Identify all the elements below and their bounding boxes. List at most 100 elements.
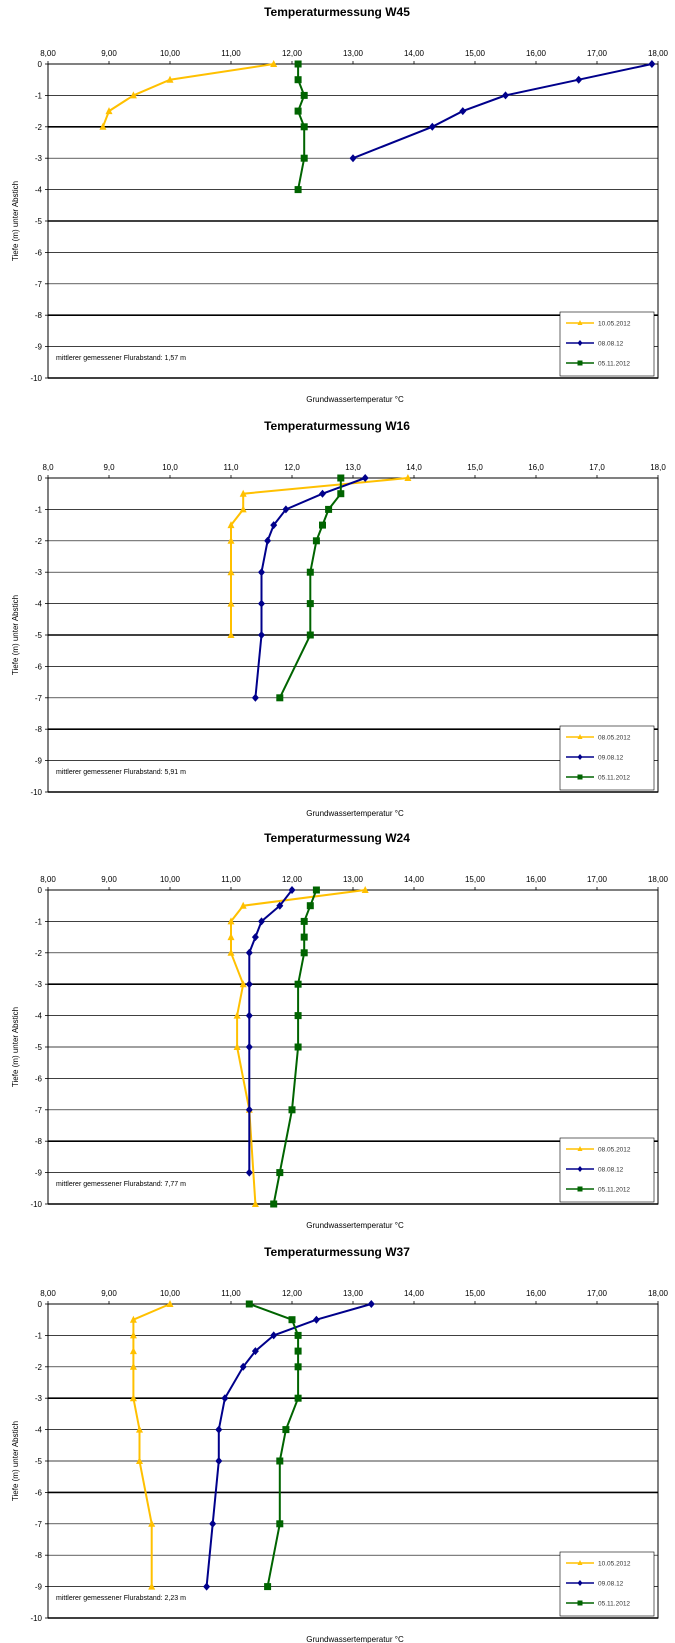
- data-point: [270, 521, 278, 530]
- y-tick-label: -3: [35, 1394, 43, 1403]
- y-tick-label: -5: [35, 1043, 43, 1052]
- data-point: [300, 917, 308, 925]
- y-tick-label: -7: [35, 280, 43, 289]
- x-tick-label: 11,00: [221, 49, 241, 58]
- legend-label: 10.05.2012: [598, 321, 631, 328]
- legend-label: 08.05.2012: [598, 1147, 631, 1154]
- data-point: [227, 536, 235, 544]
- data-point: [221, 1394, 229, 1403]
- x-tick-label: 10,00: [160, 1289, 181, 1298]
- y-tick-label: -1: [35, 91, 43, 100]
- data-point: [227, 631, 235, 638]
- x-tick-label: 8,00: [40, 875, 56, 884]
- y-tick-label: -2: [35, 1363, 43, 1372]
- data-point: [239, 505, 247, 513]
- x-tick-label: 8,0: [42, 463, 54, 472]
- data-point: [233, 1011, 241, 1019]
- annotation-text: mittlerer gemessener Flurabstand: 1,57 m: [56, 355, 186, 362]
- data-point: [270, 1331, 278, 1340]
- data-point: [264, 1583, 272, 1591]
- x-tick-label: 17,00: [587, 875, 608, 884]
- y-tick-label: -6: [35, 662, 43, 671]
- data-point: [227, 599, 235, 607]
- legend-label: 08.08.12: [598, 1167, 624, 1174]
- y-tick-label: -9: [35, 343, 43, 352]
- series-3: [245, 1300, 302, 1591]
- y-tick-label: -8: [35, 1551, 43, 1560]
- legend-label: 05.11.2012: [598, 1187, 630, 1194]
- legend: 10.05.2012 09.08.12 05.11.2012: [559, 1551, 655, 1617]
- data-point: [312, 886, 320, 894]
- data-point: [245, 1105, 253, 1114]
- data-point: [129, 1315, 137, 1323]
- series-line: [352, 63, 653, 160]
- data-point: [239, 980, 247, 988]
- data-point: [148, 1582, 156, 1590]
- x-tick-label: 15,00: [465, 49, 486, 58]
- data-point: [300, 949, 308, 957]
- annotation-text: mittlerer gemessener Flurabstand: 5,91 m: [56, 769, 186, 776]
- data-point: [306, 902, 314, 910]
- data-point: [239, 1362, 247, 1371]
- x-tick-label: 17,00: [587, 1289, 608, 1298]
- y-tick-label: -1: [35, 1331, 43, 1340]
- y-tick-label: -5: [35, 217, 43, 226]
- x-tick-label: 11,00: [221, 875, 241, 884]
- x-tick-label: 18,00: [648, 1289, 669, 1298]
- legend-label: 08.05.2012: [598, 735, 631, 742]
- x-tick-label: 11,00: [221, 1289, 241, 1298]
- legend-marker: [577, 1600, 583, 1606]
- data-point: [136, 1425, 143, 1433]
- data-point: [258, 631, 265, 639]
- legend-marker: [577, 774, 583, 780]
- series-1: [227, 474, 412, 638]
- data-point: [251, 1200, 259, 1207]
- legend: 08.05.2012 08.08.12 05.11.2012: [559, 1137, 655, 1203]
- series-line: [132, 1303, 171, 1587]
- data-point: [306, 631, 314, 639]
- x-tick-label: 14,00: [404, 49, 425, 58]
- data-point: [294, 1363, 302, 1371]
- series-1: [99, 60, 278, 130]
- chart-3: Temperaturmessung W24 8,00 9,00 10,00 11,00 1…: [11, 831, 669, 1230]
- data-point: [337, 474, 345, 482]
- x-tick-label: 13,0: [345, 463, 361, 472]
- data-point: [300, 91, 308, 99]
- y-tick-label: -2: [35, 537, 43, 546]
- y-tick-label: -3: [35, 980, 43, 989]
- data-point: [203, 1582, 211, 1591]
- y-tick-label: -7: [35, 694, 43, 703]
- data-point: [148, 1519, 156, 1527]
- legend-label: 09.08.12: [598, 755, 624, 762]
- data-point: [306, 600, 314, 608]
- data-point: [251, 693, 259, 702]
- x-tick-label: 12,00: [282, 49, 303, 58]
- data-point: [129, 1394, 137, 1402]
- x-tick-label: 18,0: [650, 463, 666, 472]
- y-tick-label: -1: [35, 505, 43, 514]
- data-point: [294, 107, 302, 115]
- series-1: [129, 1300, 174, 1590]
- legend-label: 08.08.12: [598, 341, 624, 348]
- data-point: [129, 1331, 137, 1339]
- series-line: [248, 889, 293, 1173]
- data-point: [300, 154, 308, 162]
- data-point: [367, 1300, 375, 1308]
- x-tick-label: 16,00: [526, 49, 547, 58]
- x-tick-label: 9,00: [101, 1289, 117, 1298]
- y-tick-label: -4: [35, 1426, 43, 1435]
- y-tick-label: -1: [35, 917, 43, 926]
- data-point: [294, 1043, 302, 1051]
- legend-marker: [577, 734, 583, 739]
- data-point: [288, 1106, 296, 1114]
- legend-marker: [577, 360, 583, 366]
- y-tick-label: -5: [35, 1457, 43, 1466]
- legend-marker: [577, 340, 583, 346]
- data-point: [239, 489, 247, 497]
- y-tick-label: -7: [35, 1106, 43, 1115]
- data-point: [227, 521, 235, 529]
- y-tick-label: -5: [35, 631, 43, 640]
- x-tick-label: 8,00: [40, 49, 56, 58]
- data-point: [294, 1394, 302, 1402]
